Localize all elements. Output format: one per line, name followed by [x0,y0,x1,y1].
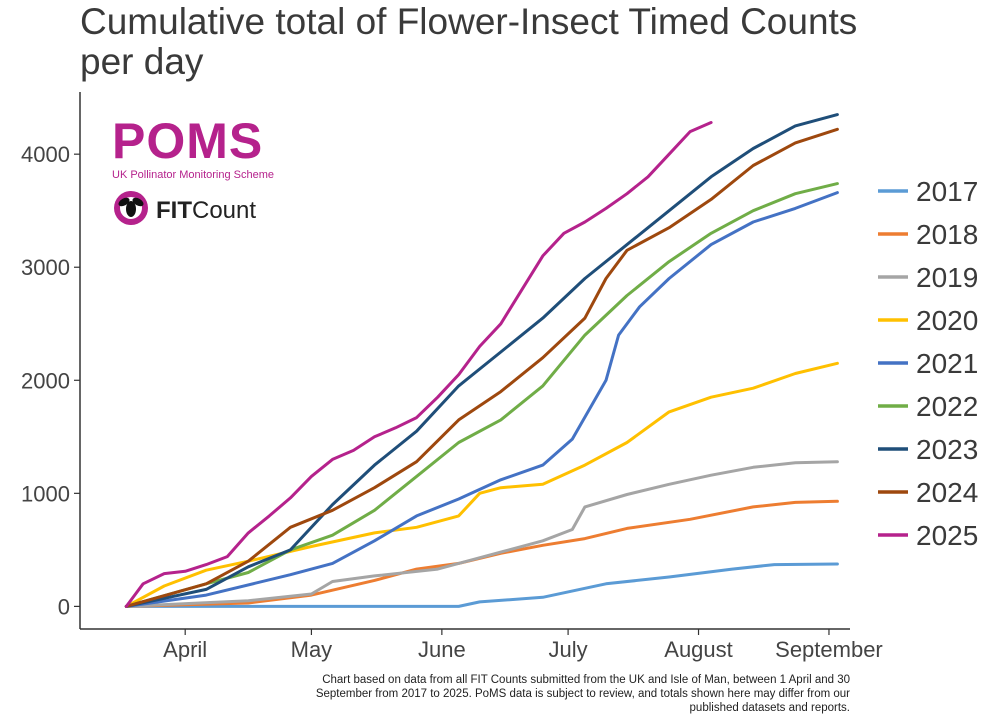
x-tick-label: June [418,637,466,662]
poms-logo-wordmark: POMS [112,113,264,169]
y-tick-label: 0 [58,594,70,619]
y-tick-label: 2000 [21,368,70,393]
poms-logo-subtitle: UK Pollinator Monitoring Scheme [112,169,275,181]
legend-label-2025: 2025 [916,520,978,551]
fitcount-logo: FITCount [112,189,282,232]
y-tick-label: 1000 [21,481,70,506]
legend-label-2017: 2017 [916,176,978,207]
series-line-2020 [124,361,839,608]
chart-title: Cumulative total of Flower-Insect Timed … [80,1,858,82]
insect-on-flower-icon [112,189,150,232]
y-tick-label: 4000 [21,142,70,167]
legend-label-2020: 2020 [916,305,978,336]
x-tick-label: May [291,637,333,662]
series-line-2018 [124,499,839,608]
series-line-2025 [124,121,713,608]
series-line-2022 [124,182,839,608]
y-tick-label: 3000 [21,255,70,280]
series-line-2023 [124,113,839,608]
chart-tick-labels: 0 1000 2000 3000 4000 April May June July August S… [21,142,883,662]
poms-fitcount-logo: POMS UK Pollinator Monitoring Scheme FIT… [112,115,282,232]
series-line-2019 [124,460,839,608]
chart-series-lines [124,113,839,608]
series-line-2021 [124,191,839,608]
x-tick-label: July [549,637,588,662]
legend-label-2021: 2021 [916,348,978,379]
series-line-2024 [124,127,839,608]
fitcount-logo-text: FITCount [156,196,257,224]
legend-label-2024: 2024 [916,477,978,508]
chart-legend: 2017 2018 2019 2020 2021 2022 2023 2024 2025 [878,176,978,551]
legend-label-2018: 2018 [916,219,978,250]
series-line-2017 [124,562,839,608]
x-tick-label: September [775,637,883,662]
x-tick-label: August [664,637,733,662]
legend-label-2023: 2023 [916,434,978,465]
x-tick-label: April [163,637,207,662]
chart-axes [74,92,850,635]
legend-label-2022: 2022 [916,391,978,422]
chart-caption: Chart based on data from all FIT Counts … [315,674,850,714]
legend-label-2019: 2019 [916,262,978,293]
